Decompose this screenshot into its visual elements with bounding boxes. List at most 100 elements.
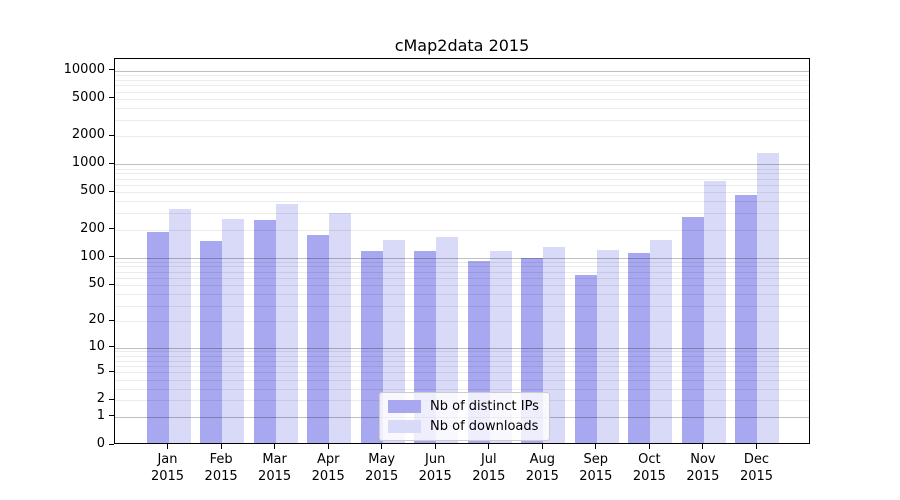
x-tick-year: 2015 xyxy=(204,469,238,484)
bar-downloads-oct xyxy=(650,239,673,443)
minor-gridline xyxy=(115,285,809,287)
bar-downloads-sep xyxy=(596,249,619,443)
minor-gridline xyxy=(115,213,809,215)
x-tick-year: 2015 xyxy=(739,469,774,484)
x-tick-label: Apr 2015 xyxy=(296,451,360,485)
bar-downloads-dec xyxy=(757,152,780,443)
bar-distinct-ips-jan xyxy=(146,232,169,443)
legend-label-distinct-ips: Nb of distinct IPs xyxy=(430,399,539,414)
minor-gridline xyxy=(115,85,809,87)
y-tick-label: 200 xyxy=(80,220,105,236)
legend-swatch-downloads xyxy=(388,420,421,433)
x-tick-label: Oct 2015 xyxy=(617,451,681,485)
bar-distinct-ips-may xyxy=(360,250,383,443)
major-gridline xyxy=(115,164,809,166)
minor-gridline xyxy=(115,201,809,203)
minor-gridline xyxy=(115,75,809,76)
x-tick-month: Nov xyxy=(690,452,716,467)
y-tick-label: 1000 xyxy=(71,155,105,171)
y-tickmark xyxy=(109,283,114,285)
minor-gridline xyxy=(115,351,809,353)
minor-gridline xyxy=(115,168,809,170)
x-tick-label: Aug 2015 xyxy=(510,451,574,485)
minor-gridline xyxy=(115,173,809,175)
bar-distinct-ips-dec xyxy=(735,194,758,443)
y-tick-label: 2000 xyxy=(71,127,105,143)
x-tick-year: 2015 xyxy=(686,469,720,484)
x-tick-label: Jun 2015 xyxy=(403,451,467,485)
minor-gridline xyxy=(115,365,809,367)
legend-entry-distinct-ips: Nb of distinct IPs xyxy=(388,399,539,414)
x-tick-year: 2015 xyxy=(311,469,345,484)
x-tick-year: 2015 xyxy=(258,469,292,484)
chart-title: cMap2data 2015 xyxy=(394,36,530,55)
x-tickmark xyxy=(541,444,543,449)
minor-gridline xyxy=(115,271,809,273)
y-tick-label: 1 xyxy=(96,407,105,423)
bar-downloads-apr xyxy=(329,213,352,443)
y-tick-label: 50 xyxy=(88,276,105,292)
y-tickmark xyxy=(109,69,114,71)
y-tick-label: 0 xyxy=(96,436,105,451)
legend-swatch-distinct-ips xyxy=(388,400,421,413)
x-tick-label: Sep 2015 xyxy=(564,451,628,485)
x-tick-label: Dec 2015 xyxy=(725,451,789,485)
y-tickmark xyxy=(109,398,114,400)
bar-downloads-mar xyxy=(275,203,298,443)
minor-gridline xyxy=(115,372,809,374)
y-tickmark xyxy=(109,443,114,445)
bar-distinct-ips-apr xyxy=(307,235,330,443)
minor-gridline xyxy=(115,360,809,362)
y-tick-label: 100 xyxy=(80,248,105,264)
x-tick-month: Sep xyxy=(583,452,609,467)
minor-gridline xyxy=(115,178,809,180)
x-tick-month: Jan xyxy=(157,452,178,467)
x-tick-year: 2015 xyxy=(525,469,559,484)
x-tickmark xyxy=(595,444,597,449)
y-tickmark xyxy=(109,134,114,136)
bar-downloads-jan xyxy=(168,209,191,443)
x-tick-month: Aug xyxy=(529,452,555,467)
y-tickmark xyxy=(109,256,114,257)
y-tick-label: 500 xyxy=(80,183,105,199)
minor-gridline xyxy=(115,136,809,138)
minor-gridline xyxy=(115,192,809,194)
x-tickmark xyxy=(220,444,222,449)
x-tickmark xyxy=(648,444,650,449)
x-tickmark xyxy=(756,444,757,449)
legend: Nb of distinct IPs Nb of downloads xyxy=(379,392,550,441)
minor-gridline xyxy=(115,261,809,263)
x-tick-month: Jul xyxy=(480,452,497,467)
y-tickmark xyxy=(109,228,114,229)
x-tick-year: 2015 xyxy=(418,469,452,484)
y-tick-label: 20 xyxy=(88,312,105,328)
x-tick-label: Nov 2015 xyxy=(671,451,735,485)
x-tick-year: 2015 xyxy=(472,469,506,484)
x-tick-label: Jul 2015 xyxy=(457,451,521,485)
x-tick-month: Dec xyxy=(743,452,770,467)
minor-gridline xyxy=(115,119,809,121)
y-tickmark xyxy=(109,97,114,99)
minor-gridline xyxy=(115,379,809,381)
x-tick-year: 2015 xyxy=(579,469,613,484)
minor-gridline xyxy=(115,229,809,231)
x-tickmark xyxy=(434,444,436,449)
x-tick-month: Feb xyxy=(209,452,233,467)
bar-distinct-ips-mar xyxy=(253,220,276,443)
y-tick-label: 2 xyxy=(96,391,105,407)
x-tick-month: Oct xyxy=(638,452,661,467)
bar-distinct-ips-feb xyxy=(200,240,223,443)
y-tickmark xyxy=(109,190,114,192)
minor-gridline xyxy=(115,266,809,268)
bar-distinct-ips-sep xyxy=(574,274,597,443)
x-tick-year: 2015 xyxy=(365,469,399,484)
y-tick-label: 5000 xyxy=(71,89,105,105)
x-tick-label: Feb 2015 xyxy=(189,451,253,485)
plot-area: Nb of distinct IPs Nb of downloads xyxy=(114,58,810,444)
x-tickmark xyxy=(488,444,490,449)
x-tick-year: 2015 xyxy=(150,469,185,484)
x-tickmark xyxy=(274,444,276,449)
x-tick-month: Apr xyxy=(316,452,340,467)
y-tick-label: 5 xyxy=(96,363,105,379)
